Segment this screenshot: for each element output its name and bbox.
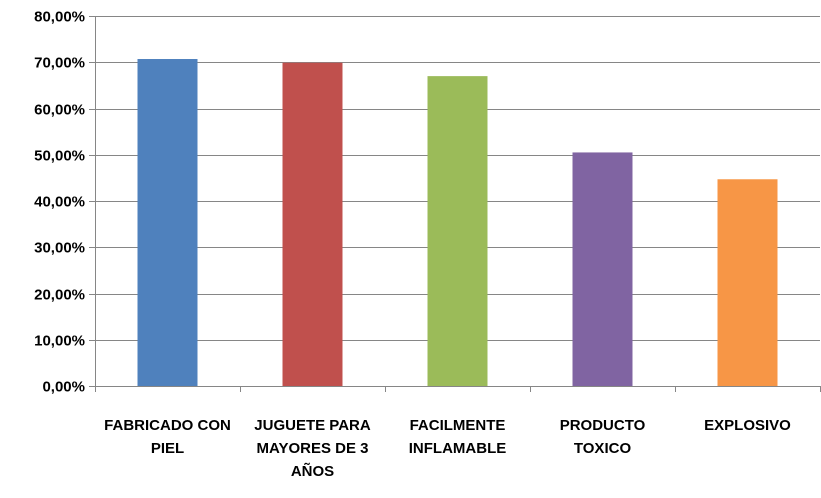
x-category-labels: FABRICADO CON PIEL JUGUETE PARA MAYORES DE … (104, 417, 791, 480)
y-tick-label: 10,00% (34, 333, 85, 350)
y-tick-label: 60,00% (34, 102, 85, 119)
x-category-label-line: MAYORES DE 3 (257, 440, 369, 457)
x-category-label-line: FACILMENTE (410, 417, 506, 434)
y-tick-label: 0,00% (42, 379, 85, 396)
x-category-label-line: INFLAMABLE (409, 440, 507, 457)
x-category-label: JUGUETE PARA MAYORES DE 3 AÑOS (254, 417, 371, 480)
x-category-label: FABRICADO CON PIEL (104, 417, 231, 457)
bar (427, 76, 488, 386)
x-category-label-line: EXPLOSIVO (704, 417, 791, 434)
y-tick-label: 80,00% (34, 9, 85, 26)
x-category-label-line: FABRICADO CON (104, 417, 231, 434)
y-tick-label: 40,00% (34, 194, 85, 211)
axes (89, 16, 821, 392)
x-category-label: FACILMENTE INFLAMABLE (409, 417, 507, 457)
bar (717, 179, 778, 386)
y-tick-label: 70,00% (34, 55, 85, 72)
y-tick-label: 50,00% (34, 148, 85, 165)
x-category-label-line: PRODUCTO (560, 417, 646, 434)
y-tick-labels: 0,00% 10,00% 20,00% 30,00% 40,00% 50,00% 60,00… (34, 9, 85, 396)
bar (282, 62, 343, 387)
x-category-label-line: PIEL (151, 440, 184, 457)
x-category-label: EXPLOSIVO (704, 417, 791, 434)
x-category-label-line: JUGUETE PARA (254, 417, 371, 434)
x-category-label-line: AÑOS (291, 462, 334, 480)
y-tick-label: 30,00% (34, 240, 85, 257)
bar (572, 152, 633, 386)
x-category-label-line: TOXICO (574, 440, 632, 457)
y-tick-label: 20,00% (34, 287, 85, 304)
bar (137, 59, 198, 386)
x-category-label: PRODUCTO TOXICO (560, 417, 646, 457)
bars (137, 59, 778, 387)
